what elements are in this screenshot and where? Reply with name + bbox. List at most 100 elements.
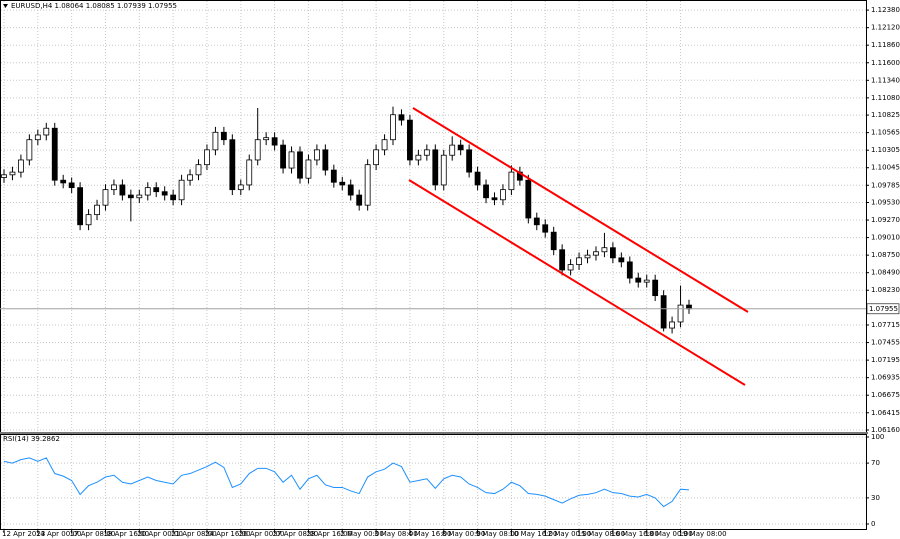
candle-body xyxy=(542,224,549,233)
candle-body xyxy=(457,144,464,151)
y-tick-label: 1.10565 xyxy=(871,129,900,137)
candle-body xyxy=(297,151,303,179)
candle-body xyxy=(373,149,379,166)
candle-body xyxy=(85,214,92,226)
channel-upper xyxy=(412,107,749,313)
chart-title: EURUSD,H4 1.08064 1.08085 1.07939 1.0795… xyxy=(11,2,177,10)
y-tick-label: 1.08230 xyxy=(871,286,900,294)
candle-body xyxy=(68,182,75,189)
y-tick-label: 1.09270 xyxy=(871,216,900,224)
candle-body xyxy=(432,149,439,186)
candle-body xyxy=(390,114,396,141)
candle-body xyxy=(220,131,227,141)
candle-body xyxy=(288,151,295,169)
candle-body xyxy=(119,184,126,196)
rsi-panel xyxy=(0,434,867,530)
candle-body xyxy=(94,204,100,216)
x-tick-label: 9 May 08:00 xyxy=(476,530,520,538)
y-tick-label: 1.10305 xyxy=(871,146,900,154)
candle-body xyxy=(652,279,659,297)
y-tick-label: 1.12380 xyxy=(871,6,900,14)
y-tick-label: 1.06415 xyxy=(871,409,900,417)
candle-body xyxy=(491,197,498,201)
x-tick-label: 4 May 16:00 xyxy=(408,530,452,538)
y-tick-label: 1.10825 xyxy=(871,111,900,119)
candle-body xyxy=(204,149,210,166)
x-tick-label: 3 May 08:00 xyxy=(374,530,418,538)
candle-body xyxy=(474,171,481,186)
candle-body xyxy=(347,184,354,196)
candle-body xyxy=(26,139,33,161)
candle-body xyxy=(533,217,540,226)
x-tick-label: 24 Apr 16:00 xyxy=(205,530,251,538)
candle-body xyxy=(618,257,625,263)
candle-body xyxy=(364,164,371,206)
candle-body xyxy=(229,139,236,191)
y-tick-label: 1.07715 xyxy=(871,321,900,329)
x-tick-label: 21 Apr 08:00 xyxy=(171,530,217,538)
y-tick-label: 1.10045 xyxy=(871,164,900,172)
x-tick-label: 28 Apr 16:00 xyxy=(306,530,352,538)
candle-body xyxy=(237,184,244,191)
y-tick-label: 1.06160 xyxy=(871,426,900,434)
candle-body xyxy=(440,154,447,186)
candle-body xyxy=(9,171,16,176)
x-tick-label: 2 May 00:00 xyxy=(340,530,384,538)
candle-body xyxy=(280,144,286,169)
symbol-arrow xyxy=(3,4,8,8)
candle-body xyxy=(1,174,7,178)
x-tick-label: 18 Apr 16:00 xyxy=(103,530,149,538)
y-tick-label: 30 xyxy=(871,494,880,502)
y-tick-label: 1.08750 xyxy=(871,251,900,259)
rsi-title: RSI(14) 39.2862 xyxy=(3,435,60,443)
candle-body xyxy=(60,179,67,184)
candle-body xyxy=(102,189,109,206)
candle-body xyxy=(161,191,168,196)
candle-body xyxy=(127,194,134,199)
y-tick-label: 70 xyxy=(871,459,880,467)
candle-body xyxy=(187,174,193,181)
candle-body xyxy=(153,187,160,193)
candle-body xyxy=(660,295,667,329)
candle-body xyxy=(263,137,270,141)
candle-body xyxy=(686,304,692,310)
candle-body xyxy=(246,159,253,186)
candle-body xyxy=(111,184,117,191)
y-tick-label: 1.06935 xyxy=(871,374,900,382)
x-tick-label: 16 May 16:00 xyxy=(611,530,659,538)
current-price-label: 1.07955 xyxy=(869,305,898,313)
candle-body xyxy=(415,154,422,161)
candle-body xyxy=(43,127,50,136)
candle-body xyxy=(567,264,574,271)
x-tick-label: 8 May 00:00 xyxy=(442,530,486,538)
candle-body xyxy=(254,139,261,161)
candle-body xyxy=(576,257,582,265)
candle-body xyxy=(330,169,337,183)
y-tick-label: 1.09530 xyxy=(871,198,900,206)
rsi-line xyxy=(3,457,690,508)
y-tick-label: 1.07455 xyxy=(871,339,900,347)
candle-body xyxy=(677,304,684,323)
y-tick-label: 1.11860 xyxy=(871,41,900,49)
candle-body xyxy=(466,149,473,173)
candle-body xyxy=(449,144,456,156)
candle-body xyxy=(508,171,515,191)
candle-body xyxy=(356,194,363,206)
x-tick-label: 18 May 00:00 xyxy=(645,530,693,538)
x-tick-label: 17 Apr 08:00 xyxy=(70,530,116,538)
y-tick-label: 1.11600 xyxy=(871,59,900,67)
current-price-box xyxy=(866,303,900,315)
candle-body xyxy=(305,159,312,179)
candle-body xyxy=(381,139,388,151)
candle-body xyxy=(407,119,413,161)
x-tick-label: 15 May 08:00 xyxy=(577,530,625,538)
y-tick-label: 1.07195 xyxy=(871,356,900,364)
x-tick-label: 20 Apr 00:00 xyxy=(137,530,183,538)
candle-body xyxy=(170,194,177,201)
candle-body xyxy=(669,321,675,329)
candle-body xyxy=(34,134,41,141)
candle-body xyxy=(322,149,329,171)
candle-body xyxy=(483,184,489,199)
y-tick-label: 1.09010 xyxy=(871,234,900,242)
